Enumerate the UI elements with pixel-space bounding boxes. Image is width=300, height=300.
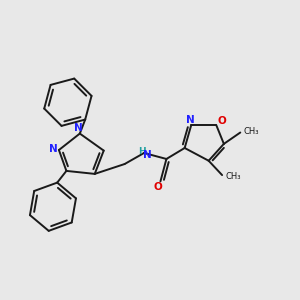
Text: CH₃: CH₃ [244, 127, 260, 136]
Text: N: N [143, 150, 152, 160]
Text: O: O [153, 182, 162, 192]
Text: CH₃: CH₃ [225, 172, 241, 181]
Text: N: N [186, 115, 195, 125]
Text: N: N [49, 144, 57, 154]
Text: N: N [74, 123, 83, 133]
Text: O: O [217, 116, 226, 126]
Text: H: H [138, 147, 146, 156]
